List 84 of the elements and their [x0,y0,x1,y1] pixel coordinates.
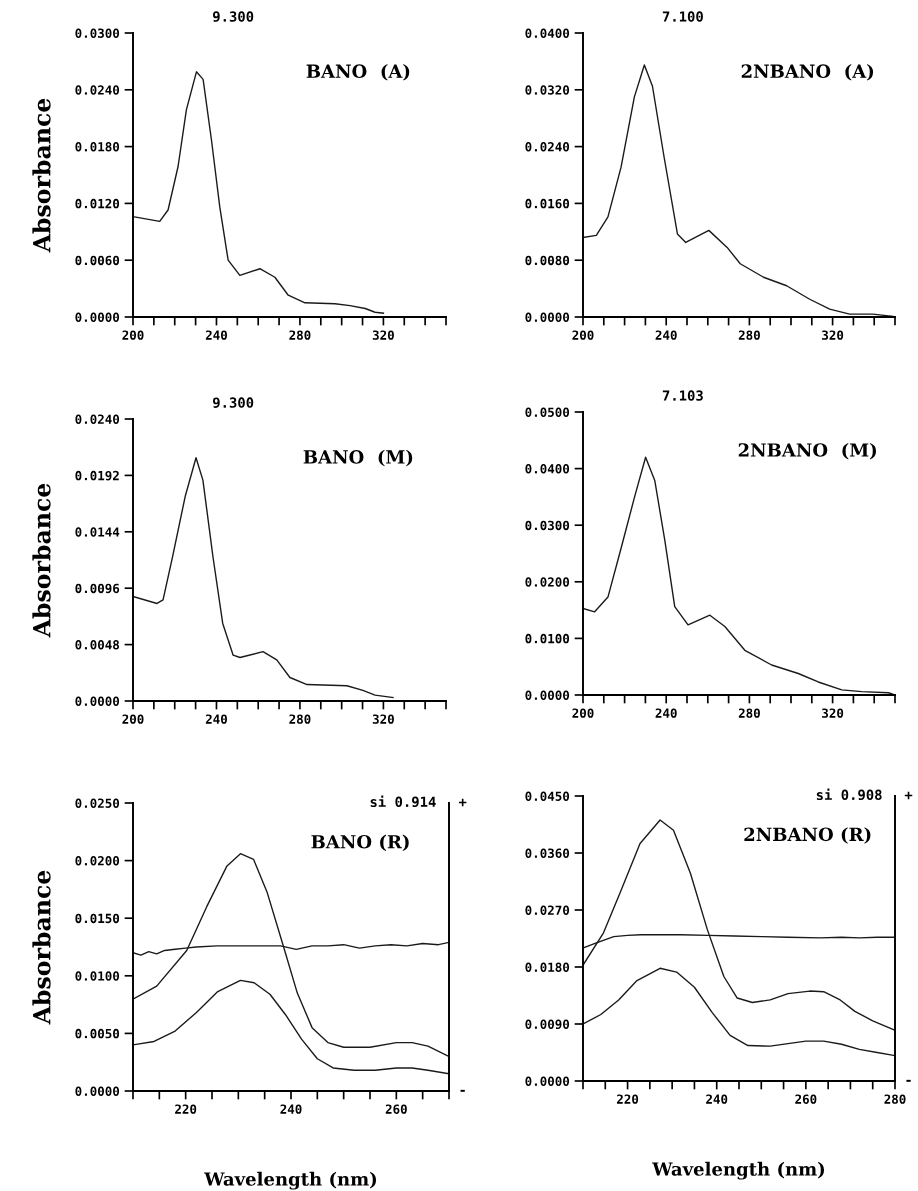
y-tick-label: 0.0090 [525,1019,570,1029]
y-tick-label: 0.0500 [525,407,570,417]
y-tick-label: 0.0200 [525,577,570,587]
text: 7.100 [662,11,703,22]
x-tick-label: 280 [289,714,311,724]
x-tick-label: 240 [655,330,677,340]
y-tick-label: 0.0100 [525,633,570,644]
y-tick-label: 0.0180 [525,962,570,972]
y-tick-label: 0.0000 [525,690,570,700]
y-tick-label: 0.0144 [75,527,120,537]
x-tick-label: 260 [385,1104,407,1114]
x-tick-label: 200 [572,708,594,718]
y-tick-label: 0.0200 [75,856,120,866]
annotation: si 0.914 [370,795,436,808]
text: BANO (M) [303,449,413,467]
x-tick-label: 220 [616,1094,639,1104]
x-tick-label: 320 [822,330,844,340]
y-tick-label: 0.0060 [75,255,120,266]
annotation: si 0.908 [816,788,882,801]
x-tick-label: 280 [738,330,760,340]
y-tick-label: 0.0000 [75,312,120,322]
text: - [460,1089,465,1092]
x-tick-label: 320 [822,708,844,718]
x-tick-label: 280 [738,708,760,718]
x-tick-label: 220 [175,1104,197,1114]
y-tick-label: 0.0096 [75,583,120,594]
x-axis-title: Wavelength (nm) [204,1171,377,1190]
y-axis-title: Absorbance [32,98,51,253]
y-tick-label: 0.0160 [525,198,570,209]
y-tick-label: 0.0320 [525,85,570,95]
x-tick-label: 200 [122,330,144,340]
y-tick-label: 0.0450 [525,791,570,801]
text: BANO (R) [311,834,409,852]
x-tick-label: 280 [884,1094,906,1104]
y-tick-label: 0.0270 [525,905,570,915]
y-tick-label: 0.0000 [75,1086,120,1096]
y-tick-label: 0.0300 [75,28,120,38]
y-tick-label: 0.0000 [525,312,570,322]
y-tick-label: 0.0050 [75,1028,120,1039]
text: 2NBANO (M) [738,442,877,460]
y-tick-label: 0.0180 [75,142,120,152]
x-tick-label: 240 [205,714,228,724]
x-tick-label: 240 [280,1104,302,1114]
y-axis-title: Absorbance [32,483,51,638]
text: 2NBANO (R) [744,827,871,844]
x-tick-label: 320 [372,330,394,340]
x-tick-label: 240 [205,330,228,340]
text: 9.300 [213,397,254,408]
y-tick-label: 0.0250 [75,798,120,808]
text: 9.300 [213,11,254,22]
y-tick-label: 0.0400 [525,28,570,38]
y-tick-label: 0.0150 [75,913,120,924]
y-tick-label: 0.0300 [525,520,570,531]
y-tick-label: 0.0100 [75,971,120,981]
x-tick-label: 280 [289,330,311,340]
y-axis-title: Absorbance [32,870,51,1025]
x-tick-label: 200 [572,330,594,340]
y-tick-label: 0.0048 [75,640,120,650]
y-tick-label: 0.0360 [525,848,570,858]
y-tick-label: 0.0400 [525,464,570,474]
line-series [133,852,449,1058]
line-series [583,967,895,1057]
y-tick-label: 0.0240 [525,142,570,152]
y-tick-label: 0.0080 [525,255,570,266]
y-tick-label: 0.0120 [75,198,120,209]
line-series [583,819,895,1032]
text: 7.103 [662,390,703,401]
text: 2NBANO (A) [741,64,874,81]
y-tick-label: 0.0240 [75,85,120,95]
x-axis-title: Wavelength (nm) [652,1161,825,1180]
x-tick-label: 240 [655,708,677,718]
text: + [904,791,913,800]
x-tick-label: 200 [122,714,144,724]
x-tick-label: 320 [372,714,394,724]
y-tick-label: 0.0192 [75,470,119,481]
y-tick-label: 0.0240 [75,414,120,424]
x-tick-label: 240 [706,1094,728,1104]
text: BANO (A) [306,64,410,81]
x-tick-label: 260 [795,1094,817,1104]
text: + [458,798,467,807]
y-tick-label: 0.0000 [525,1076,570,1086]
text: - [906,1079,911,1082]
line-series [133,979,449,1075]
y-tick-label: 0.0000 [75,696,120,706]
